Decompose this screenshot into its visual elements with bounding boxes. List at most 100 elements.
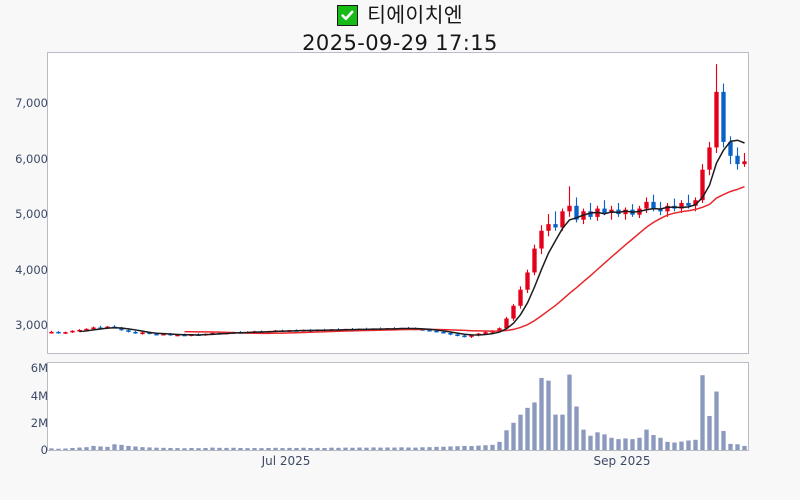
- volume-bar: [294, 447, 299, 450]
- volume-bar: [63, 448, 68, 450]
- candle-body: [588, 211, 593, 217]
- volume-bar: [742, 445, 747, 450]
- volume-bar: [707, 416, 712, 450]
- volume-bar: [525, 407, 530, 450]
- candle-body: [91, 327, 96, 330]
- volume-bar: [700, 375, 705, 450]
- volume-bar: [329, 447, 334, 450]
- candle-body: [511, 305, 516, 319]
- volume-bar: [497, 441, 502, 450]
- volume-bar: [651, 435, 656, 450]
- volume-bar: [56, 448, 61, 450]
- candle-body: [70, 330, 75, 333]
- volume-bar: [119, 444, 124, 450]
- volume-bar: [266, 447, 271, 450]
- volume-bar: [504, 430, 509, 450]
- volume-bar: [168, 447, 173, 450]
- candle-body: [56, 331, 61, 334]
- candle-body: [735, 155, 740, 165]
- volume-bar: [147, 447, 152, 450]
- volume-bar: [581, 429, 586, 450]
- candle-body: [728, 141, 733, 156]
- x-tick-sep-2025: Sep 2025: [593, 454, 651, 468]
- volume-bar: [154, 447, 159, 450]
- volume-bar: [672, 442, 677, 450]
- candle-body: [140, 332, 145, 335]
- candle-body: [105, 326, 110, 329]
- candle-body: [721, 91, 726, 142]
- price-tick-5000: 5,000: [15, 207, 48, 222]
- volume-bar: [189, 448, 194, 450]
- volume-bar: [105, 446, 110, 450]
- candle-body: [448, 333, 453, 335]
- candle-body: [665, 205, 670, 212]
- volume-bar: [616, 439, 621, 451]
- volume-bar: [602, 434, 607, 450]
- volume-tick-2m: 2M: [30, 415, 48, 430]
- candle-body: [497, 328, 502, 332]
- candle-body: [175, 334, 180, 337]
- candle-body: [651, 201, 656, 209]
- volume-bar: [385, 447, 390, 450]
- volume-bar: [532, 402, 537, 450]
- volume-bar: [196, 448, 201, 450]
- volume-bar: [252, 448, 257, 450]
- volume-bar: [462, 445, 467, 450]
- moving-average-lines: [79, 139, 745, 336]
- volume-bar: [98, 446, 103, 450]
- volume-bar: [70, 447, 75, 450]
- price-tick-4000: 4,000: [15, 262, 48, 277]
- candle-body: [679, 203, 684, 209]
- volume-bar: [665, 441, 670, 450]
- volume-bar: [623, 438, 628, 450]
- price-tick-6000: 6,000: [15, 151, 48, 166]
- volume-bar: [448, 446, 453, 450]
- candle-body: [147, 332, 152, 335]
- candle-body: [469, 335, 474, 337]
- volume-bar: [322, 447, 327, 450]
- candle-body: [658, 208, 663, 212]
- candle-body: [693, 200, 698, 206]
- volume-bar: [630, 439, 635, 451]
- candle-body: [574, 205, 579, 220]
- volume-bar: [161, 447, 166, 450]
- page-title: 티에이치엔: [367, 3, 463, 27]
- candle-body: [63, 332, 68, 334]
- candle-body: [77, 329, 82, 332]
- volume-bar: [686, 440, 691, 450]
- volume-bar: [420, 447, 425, 450]
- volume-bar: [273, 447, 278, 450]
- candle-body: [427, 329, 432, 332]
- volume-bar: [644, 429, 649, 450]
- candle-body: [567, 205, 572, 212]
- candle-body: [84, 328, 89, 331]
- green-check-icon[interactable]: [337, 4, 359, 26]
- volume-bar: [126, 445, 131, 450]
- candlestick-series: [49, 64, 747, 338]
- volume-bar: [567, 374, 572, 450]
- candle-body: [518, 289, 523, 306]
- candle-body: [483, 332, 488, 334]
- volume-bar: [469, 446, 474, 450]
- volume-bar: [511, 422, 516, 450]
- candle-body: [98, 327, 103, 330]
- candle-body: [126, 330, 131, 332]
- candle-body: [707, 147, 712, 170]
- chart-header: 티에이치엔 2025-09-29 17:15: [0, 0, 800, 55]
- candle-body: [462, 335, 467, 338]
- volume-bar: [259, 448, 264, 450]
- volume-bar: [133, 446, 138, 450]
- price-panel: [47, 52, 749, 354]
- volume-bar: [378, 447, 383, 450]
- volume-bar: [175, 448, 180, 450]
- volume-bar: [203, 447, 208, 450]
- volume-bar: [91, 445, 96, 450]
- volume-bar: [217, 447, 222, 450]
- candle-body: [546, 224, 551, 231]
- volume-bar: [84, 447, 89, 450]
- volume-bar: [357, 447, 362, 450]
- volume-bar: [588, 435, 593, 450]
- volume-panel: [47, 362, 749, 451]
